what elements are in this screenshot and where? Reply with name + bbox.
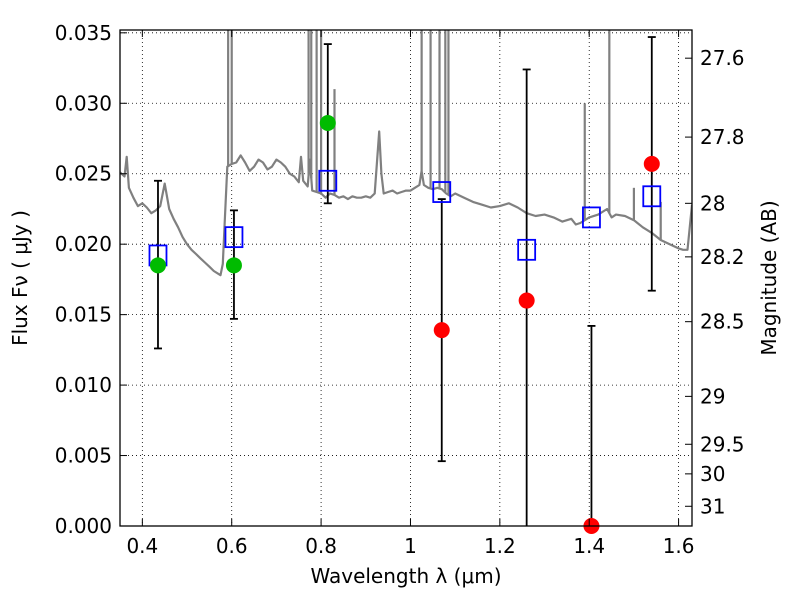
spectrum-path	[120, 130, 692, 277]
markers	[148, 115, 662, 534]
green-point	[149, 257, 166, 274]
green-point	[225, 257, 242, 274]
x-tick-label: 0.6	[216, 534, 248, 558]
red-point	[518, 292, 535, 309]
y2-tick-label: 28.2	[700, 245, 745, 269]
y-tick-label: 0.025	[55, 162, 112, 186]
y2-tick-label: 29.5	[700, 432, 745, 456]
y-tick-label: 0.030	[55, 91, 112, 115]
model-point	[642, 185, 662, 208]
y-tick-label: 0.000	[55, 514, 112, 538]
y-tick-label: 0.005	[55, 444, 112, 468]
plot-frame	[119, 29, 693, 527]
y2-tick-label: 31	[700, 494, 725, 518]
y2-tick-label: 30	[700, 462, 725, 486]
y-tick-label: 0.020	[55, 232, 112, 256]
x-tick-label: 1.4	[573, 534, 605, 558]
red-point	[433, 322, 450, 339]
y2-tick-label: 27.8	[700, 125, 745, 149]
y2-tick-label: 27.6	[700, 46, 745, 70]
model-point	[224, 226, 244, 249]
ticks: 0.4 0.6 0.8 1 1.2 1.4 1.6 0.000 0.005 0.010 0.015 0…	[55, 21, 745, 558]
x-axis-label: Wavelength λ (μm)	[310, 564, 501, 588]
x-tick-label: 1.2	[484, 534, 516, 558]
x-tick-label: 1.6	[663, 534, 695, 558]
spectrum-line	[120, 30, 692, 277]
y2-tick-label: 28.5	[700, 310, 745, 334]
model-point	[517, 238, 537, 261]
x-tick-label: 1	[404, 534, 417, 558]
y-tick-label: 0.035	[55, 21, 112, 45]
x-tick-label: 0.8	[305, 534, 337, 558]
model-point	[582, 206, 601, 229]
y-tick-label: 0.010	[55, 373, 112, 397]
y2-tick-label: 29	[700, 384, 725, 408]
model-point	[318, 169, 338, 192]
x-tick-label: 0.4	[126, 534, 158, 558]
y-tick-label: 0.015	[55, 303, 112, 327]
red-point	[643, 155, 660, 172]
green-point	[319, 115, 336, 131]
y2-axis-label: Magnitude (AB)	[757, 200, 781, 355]
model-point	[432, 181, 452, 203]
y2-tick-label: 28	[700, 191, 725, 215]
y-axis-label: Flux Fν ( μJy )	[8, 210, 32, 346]
